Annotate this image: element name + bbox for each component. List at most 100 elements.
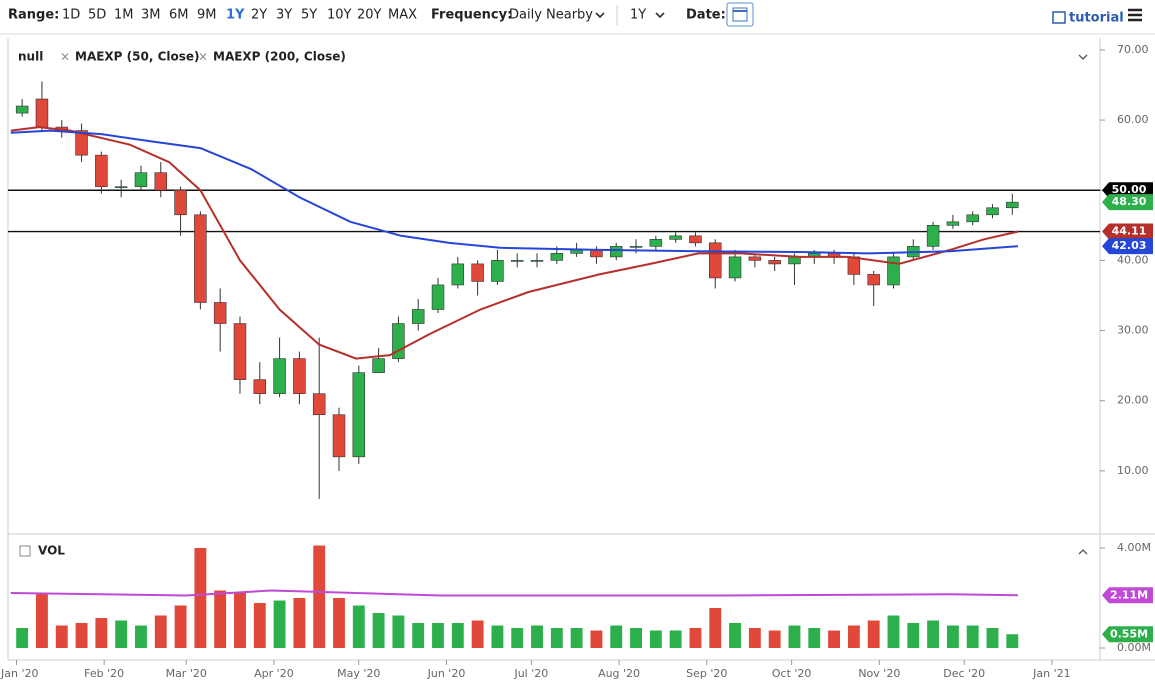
- candle-body: [590, 249, 603, 258]
- range-button[interactable]: 5Y: [301, 8, 317, 23]
- volume-bar: [867, 620, 880, 648]
- volume-bar: [768, 630, 781, 648]
- menu-icon[interactable]: [1128, 8, 1142, 22]
- tutorial-link[interactable]: tutorial: [1069, 11, 1124, 26]
- volume-bar: [471, 620, 484, 648]
- y-tick-label: 4.00M: [1117, 541, 1151, 554]
- legend-symbol: null: [18, 50, 43, 64]
- volume-bar: [709, 608, 722, 648]
- range-button[interactable]: 2Y: [251, 8, 267, 23]
- volume-bar: [16, 628, 29, 648]
- candle-body: [372, 358, 385, 373]
- volume-bar: [451, 623, 464, 648]
- x-tick-label: Dec '20: [943, 667, 985, 680]
- volume-bar: [36, 593, 48, 648]
- x-tick-label: Oct '20: [772, 667, 812, 680]
- range-button[interactable]: 1D: [62, 8, 80, 23]
- range-button[interactable]: 1Y: [226, 8, 245, 23]
- range-button[interactable]: 10Y: [327, 8, 352, 23]
- range-button[interactable]: 6M: [169, 8, 189, 23]
- tutorial-icon: [1052, 11, 1066, 24]
- candle-body: [174, 189, 187, 216]
- candle-body: [471, 263, 484, 282]
- y-tick-label: 40.00: [1117, 253, 1149, 266]
- candle-body: [946, 221, 960, 226]
- volume-bar: [273, 600, 286, 648]
- value-badge: [1102, 626, 1153, 643]
- legend-remove[interactable]: ×: [198, 50, 208, 64]
- date-button[interactable]: [726, 2, 754, 27]
- period-select[interactable]: 1Y: [630, 8, 646, 23]
- volume-bar: [214, 590, 227, 648]
- candle-body: [134, 172, 148, 188]
- volume-bar: [570, 628, 583, 648]
- candle-body: [510, 260, 524, 262]
- candle-body: [233, 323, 247, 380]
- legend-ma200: MAEXP (200, Close): [213, 50, 346, 64]
- collapse-toggle[interactable]: [1078, 549, 1088, 555]
- candle-body: [689, 235, 702, 244]
- legend-remove[interactable]: ×: [60, 50, 70, 64]
- value-badge: [1102, 587, 1153, 604]
- chevron: [595, 12, 605, 19]
- volume-bar: [352, 605, 365, 648]
- range-button[interactable]: 5D: [88, 8, 106, 23]
- y-tick-label: 60.00: [1117, 113, 1149, 126]
- volume-bar: [531, 625, 543, 648]
- candle-body: [748, 256, 762, 261]
- range-button[interactable]: 3M: [141, 8, 161, 23]
- range-button[interactable]: MAX: [388, 8, 417, 23]
- candle-body: [95, 154, 108, 188]
- volume-bar: [95, 618, 108, 648]
- chevron: [655, 12, 665, 19]
- candle-body: [312, 393, 326, 416]
- volume-bar: [432, 623, 444, 648]
- x-tick-label: Apr '20: [254, 667, 294, 680]
- volume-bar: [729, 623, 741, 648]
- volume-bar: [135, 625, 147, 648]
- candle-body: [926, 225, 940, 247]
- volume-bar: [669, 630, 682, 648]
- volume-bar: [907, 623, 920, 648]
- collapse-toggle[interactable]: [1078, 54, 1088, 60]
- volume-bar: [154, 615, 167, 648]
- candle-body: [1006, 201, 1019, 209]
- candle-body: [273, 358, 286, 394]
- volume-bar: [194, 548, 207, 648]
- volume-bar: [927, 620, 940, 648]
- vol-title: VOL: [38, 544, 65, 558]
- frequency-label: Frequency:: [431, 8, 512, 23]
- candle-body: [431, 284, 445, 310]
- candle-body: [332, 414, 346, 458]
- x-tick-label: Jul '20: [513, 667, 548, 680]
- x-tick-label: May '20: [337, 667, 380, 680]
- range-button[interactable]: 20Y: [357, 8, 382, 23]
- y-tick-label: 0.00M: [1117, 641, 1151, 654]
- candle-body: [709, 242, 722, 279]
- candle-body: [213, 302, 227, 324]
- candle-body: [728, 256, 742, 279]
- volume-bar: [986, 628, 999, 648]
- volume-bar: [392, 615, 405, 648]
- range-button[interactable]: 9M: [197, 8, 217, 23]
- frequency-select[interactable]: Daily Nearby: [509, 8, 593, 23]
- y-tick-label: 20.00: [1117, 394, 1149, 407]
- volume-bar: [946, 625, 959, 648]
- volume-bar: [590, 630, 603, 648]
- candle-body: [887, 256, 900, 286]
- volume-bar: [313, 545, 326, 648]
- candle-body: [530, 260, 544, 262]
- vol-icon: [19, 545, 31, 557]
- candle-body: [669, 235, 682, 240]
- value-badge: [1102, 223, 1153, 240]
- indicator-line: [10, 589, 1019, 597]
- range-button[interactable]: 3Y: [276, 8, 292, 23]
- volume-bar: [333, 598, 345, 648]
- volume-bar: [610, 625, 623, 648]
- x-tick-label: Aug '20: [598, 667, 640, 680]
- range-button[interactable]: 1M: [114, 8, 134, 23]
- value-badge-label: 50.00: [1112, 183, 1147, 196]
- volume-bar: [828, 630, 841, 648]
- range-label: Range:: [8, 8, 59, 23]
